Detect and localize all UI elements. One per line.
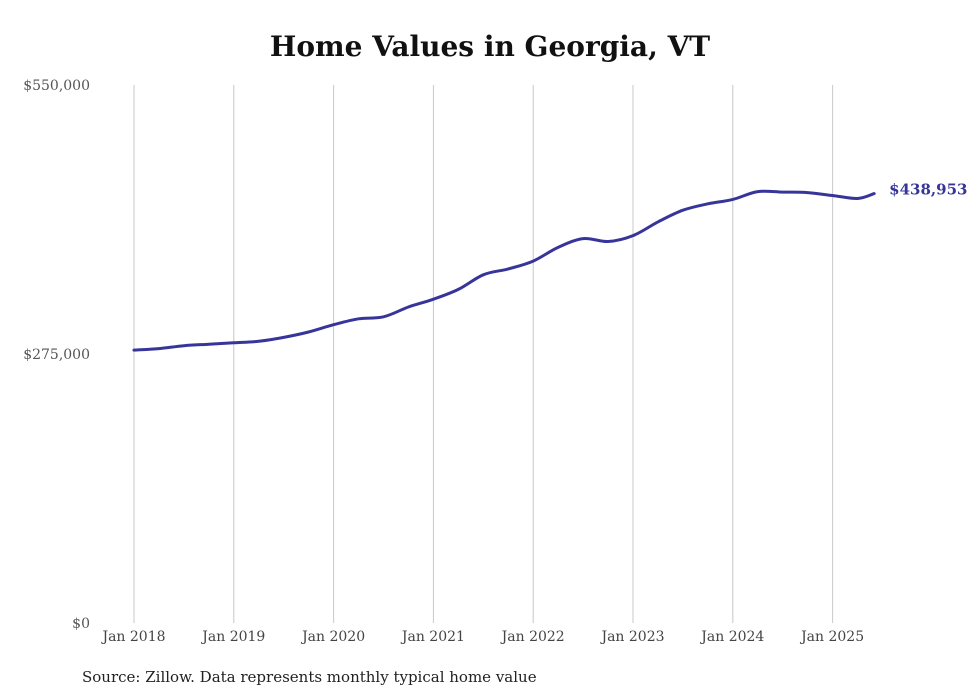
x-tick-label: Jan 2021 bbox=[400, 629, 465, 645]
gridlines bbox=[133, 85, 834, 623]
x-tick-label: Jan 2025 bbox=[799, 629, 864, 645]
home-value-line bbox=[132, 189, 876, 352]
y-tick-label: $0 bbox=[72, 616, 90, 632]
end-value-label: $438,953 bbox=[889, 181, 967, 199]
x-tick-label: Jan 2018 bbox=[100, 629, 165, 645]
x-tick-label: Jan 2022 bbox=[500, 629, 565, 645]
chart-title: Home Values in Georgia, VT bbox=[269, 30, 711, 63]
y-axis-ticks: $550,000 $275,000 $0 bbox=[23, 78, 90, 632]
y-tick-label: $550,000 bbox=[23, 78, 90, 94]
x-tick-label: Jan 2023 bbox=[599, 629, 664, 645]
series-layer: $438,953 bbox=[132, 181, 967, 352]
x-tick-label: Jan 2019 bbox=[200, 629, 265, 645]
x-axis-ticks: Jan 2018 Jan 2019 Jan 2020 Jan 2021 Jan 2022… bbox=[100, 629, 864, 645]
y-tick-label: $275,000 bbox=[23, 347, 90, 363]
source-note: Source: Zillow. Data represents monthly … bbox=[82, 668, 537, 686]
x-tick-label: Jan 2024 bbox=[699, 629, 764, 645]
x-tick-label: Jan 2020 bbox=[300, 629, 365, 645]
line-chart: $550,000$275,000$0 Jan 2018 Jan 2019 Jan 2… bbox=[23, 78, 967, 645]
